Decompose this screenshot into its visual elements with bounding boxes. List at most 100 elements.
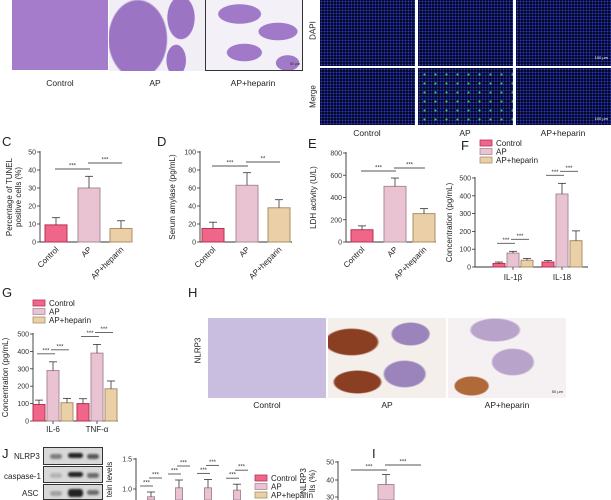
chart-f-y-label: Concentration (pg/mL) xyxy=(445,182,454,262)
chart-c-y-tick-label: 50 xyxy=(28,150,36,157)
chart-c-y-label: Percentage of TUNEL xyxy=(5,157,14,236)
chart-d-y-tick-label: 20 xyxy=(188,222,196,229)
panel-label-d: D xyxy=(157,134,167,149)
chart-g-legend-label: AP xyxy=(49,308,60,317)
chart-j-y-tick-label: 1.5 xyxy=(122,457,132,464)
he-image-control xyxy=(12,0,108,70)
chart-c-y-tick-label: 10 xyxy=(28,222,36,229)
dapi-image-ap-heparin: 100 μm xyxy=(516,0,611,66)
tunel-label-ap: AP xyxy=(459,128,471,138)
chart-d-y-tick-label: 40 xyxy=(188,204,196,211)
chart-g-bar-ap xyxy=(46,370,60,422)
chart-c-x-tick-label: Control xyxy=(36,245,61,270)
chart-f-legend-swatch xyxy=(479,148,493,155)
chart-g-legend-swatch xyxy=(32,299,46,307)
chart-e-significance-label: *** xyxy=(406,163,414,169)
scale-bar: 100 μm xyxy=(594,55,608,60)
chart-j-significance-label: *** xyxy=(143,481,151,487)
chart-c-bar-2 xyxy=(109,228,133,243)
merge-image-control xyxy=(320,68,415,125)
chart-f-significance-label: *** xyxy=(551,170,559,176)
chart-c-bar-0 xyxy=(44,224,68,243)
chart-c-y-label: positive cells (%) xyxy=(14,167,23,227)
scale-bar: 50 μm xyxy=(290,62,300,66)
chart-f-bar-control xyxy=(541,261,555,268)
panel-label-h: H xyxy=(188,285,198,300)
chart-i-significance-label: *** xyxy=(399,460,407,466)
chart-c-y-tick-label: 40 xyxy=(28,168,36,175)
chart-c-y-tick-label: 0 xyxy=(32,240,36,247)
chart-g-y-label: Concentration (pg/mL) xyxy=(1,337,10,417)
chart-f-y-tick-label: 500 xyxy=(459,176,471,183)
chart-g-significance-label: *** xyxy=(100,327,108,333)
chart-i-y-label: NLRP3 xyxy=(299,468,308,494)
chart-e-y-tick-label: 0 xyxy=(338,240,342,247)
blot-strip-asc xyxy=(43,484,103,500)
chart-e-y-tick-label: 800 xyxy=(330,151,342,158)
chart-d-bar-1 xyxy=(235,184,259,243)
ihc-label-control: Control xyxy=(253,400,281,410)
chart-g-legend-swatch xyxy=(32,316,46,324)
chart-e-x-tick-label: Control xyxy=(342,245,367,270)
chart-g-bar-ap-heparin xyxy=(104,388,118,422)
chart-e-bar-2 xyxy=(412,213,436,243)
chart-e-bar-0 xyxy=(350,229,374,243)
panel-label-g: G xyxy=(2,285,13,300)
chart-f-bar-control xyxy=(492,262,506,268)
chart-j-significance-label: *** xyxy=(238,465,246,471)
he-image-ap-heparin: 50 μm xyxy=(206,0,303,71)
chart-c-significance-label: *** xyxy=(101,158,109,164)
chart-c-x-tick-label: AP+heparin xyxy=(89,245,125,281)
chart-d-y-label: Serum amylase (pg/mL) xyxy=(168,154,177,240)
chart-f-y-tick-label: 200 xyxy=(459,229,471,236)
chart-c-y-tick-label: 20 xyxy=(28,204,36,211)
chart-e-y-tick-label: 400 xyxy=(330,195,342,202)
chart-e-bar-1 xyxy=(383,185,407,243)
ihc-label-ap: AP xyxy=(381,400,393,410)
blot-label-asc: ASC xyxy=(22,489,39,498)
chart-j-significance-label: *** xyxy=(171,469,179,475)
chart-d-x-tick-label: Control xyxy=(193,245,218,270)
tunel-label-control: Control xyxy=(353,128,381,138)
chart-c-bar-1 xyxy=(77,187,101,243)
chart-g-y-tick-label: 100 xyxy=(17,401,29,408)
chart-i-y-tick-label: 30 xyxy=(326,495,334,500)
merge-image-ap-heparin: 100 μm xyxy=(516,68,611,125)
chart-f-significance-label: *** xyxy=(565,166,573,172)
he-label-ap-heparin: AP+heparin xyxy=(230,78,276,88)
chart-j-significance-label: *** xyxy=(180,461,188,467)
chart-j-significance-label: *** xyxy=(229,473,237,479)
chart-d-y-tick-label: 100 xyxy=(184,150,196,157)
blot-strip-caspase-1 xyxy=(43,466,103,483)
chart-g-significance-label: *** xyxy=(42,348,50,354)
chart-j-legend-label: AP+heparin xyxy=(271,491,313,500)
tunel-label-ap-heparin: AP+heparin xyxy=(540,128,586,138)
chart-d-x-tick-label: AP xyxy=(238,245,252,259)
chart-j-legend-swatch xyxy=(254,474,268,482)
chart-g-y-tick-label: 0 xyxy=(25,419,29,426)
chart-f-x-tick-label: IL-18 xyxy=(553,273,572,282)
chart-g-x-tick-label: IL-6 xyxy=(46,425,60,434)
panel-label-f: F xyxy=(461,138,469,153)
ihc-image-ap xyxy=(328,318,446,398)
ihc-image-control xyxy=(208,318,326,398)
chart-g-y-tick-label: 300 xyxy=(17,366,29,373)
chart-g-bar-ap xyxy=(90,352,104,422)
chart-e-significance-label: *** xyxy=(375,166,383,172)
chart-f-bar-ap xyxy=(506,252,520,268)
chart-g-legend-swatch xyxy=(32,308,46,315)
chart-e-y-tick-label: 200 xyxy=(330,217,342,224)
chart-j-y-tick-label: 1.0 xyxy=(122,487,132,494)
chart-i-y-label: lls (%) xyxy=(308,470,317,493)
ihc-label-ap-heparin: AP+heparin xyxy=(484,400,530,410)
chart-c-y-tick-label: 30 xyxy=(28,186,36,193)
chart-d-bar-0 xyxy=(201,228,225,243)
blot-strip-nlrp3 xyxy=(43,447,103,465)
dapi-image-control xyxy=(320,0,415,66)
he-label-ap: AP xyxy=(149,78,161,88)
chart-j-legend-swatch xyxy=(254,491,268,499)
he-label-control: Control xyxy=(46,78,74,88)
chart-g-y-tick-label: 500 xyxy=(17,332,29,339)
chart-i-y-tick-label: 40 xyxy=(326,478,334,485)
